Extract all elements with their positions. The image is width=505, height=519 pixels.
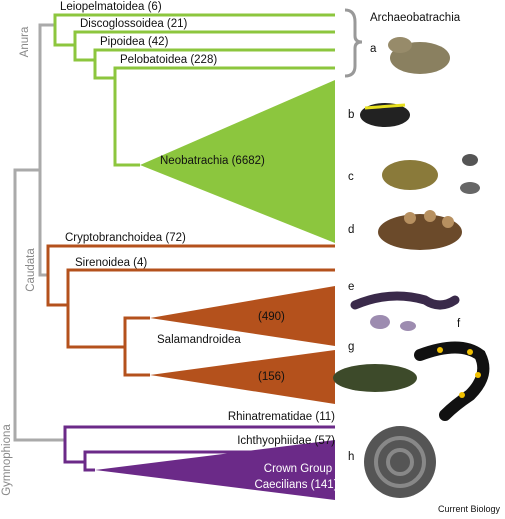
photos [333, 37, 490, 498]
taxon-label: Ichthyophiidae (57) [237, 435, 335, 447]
taxon-label: Caecilians (141) [254, 479, 337, 491]
neobatrachia-triangle [140, 80, 335, 243]
panel-label: f [457, 318, 461, 330]
taxon-label: Pelobatoidea (228) [120, 54, 217, 66]
taxon-label: Crown Group [264, 463, 332, 475]
footer: Current Biology [438, 504, 501, 514]
panel-label: c [348, 171, 354, 183]
panel-label: g [348, 341, 354, 353]
salamandroidea-triangle-b [150, 350, 335, 404]
taxon-label: Discoglossoidea (21) [80, 18, 188, 30]
panel-label: a [370, 43, 377, 55]
caecilians-triangle [95, 440, 335, 500]
panel-label: e [348, 281, 354, 293]
clade-label: Gymnophiona [1, 424, 13, 496]
taxon-label: Rhinatrematidae (11) [228, 411, 335, 423]
taxon-label: (156) [258, 371, 285, 383]
taxon-label: Leiopelmatoidea (6) [60, 1, 162, 13]
panel-label: b [348, 109, 354, 121]
salamandroidea-triangle-a [150, 286, 335, 346]
taxon-label: Pipoidea (42) [100, 36, 169, 48]
caudata-tree [46, 244, 335, 404]
taxon-label: Archaeobatrachia [370, 12, 461, 24]
bracket [344, 8, 363, 78]
panel-label: d [348, 224, 354, 236]
taxon-label: Cryptobranchoidea (72) [65, 232, 186, 244]
taxon-label: (490) [258, 311, 285, 323]
taxon-label: Sirenoidea (4) [75, 257, 147, 269]
panel-label: h [348, 451, 354, 463]
clade-label: Anura [19, 26, 31, 57]
clade-label: Caudata [25, 248, 37, 292]
taxon-label: Salamandroidea [157, 334, 241, 346]
backbone [13, 23, 65, 442]
anura-tree [53, 13, 335, 243]
gymnophiona-tree [63, 425, 335, 500]
taxon-label: Neobatrachia (6682) [160, 155, 265, 167]
